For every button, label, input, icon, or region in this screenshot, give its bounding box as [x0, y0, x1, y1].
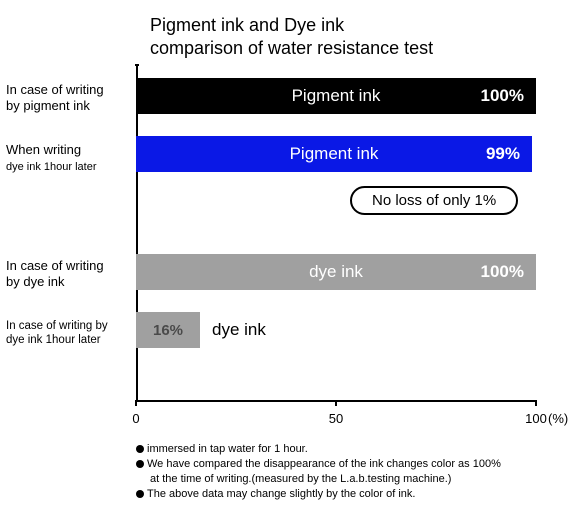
- bar-3-value: 16%: [153, 322, 183, 339]
- footnotes: immersed in tap water for 1 hour. We hav…: [136, 442, 501, 501]
- bar-2-value: 100%: [481, 262, 524, 282]
- plot-area: Pigment ink 100% Pigment ink 99% dye ink…: [136, 72, 536, 402]
- x-tick-50: [335, 400, 337, 406]
- bar-1-value: 99%: [486, 144, 520, 164]
- bar-0-label: Pigment ink: [292, 86, 381, 106]
- bar-1: Pigment ink 99%: [136, 136, 532, 172]
- x-label-0: 0: [132, 411, 139, 426]
- y-axis-tick: [135, 64, 139, 66]
- footnote-1: We have compared the disappearance of th…: [136, 457, 501, 472]
- bar-1-label: Pigment ink: [290, 144, 379, 164]
- bullet-icon: [136, 445, 144, 453]
- annotation-text: No loss of only 1%: [372, 192, 496, 209]
- footnote-1b: at the time of writing.(measured by the …: [136, 472, 501, 487]
- x-tick-100: [535, 400, 537, 406]
- chart-title: Pigment ink and Dye ink comparison of wa…: [150, 14, 433, 61]
- title-line2: comparison of water resistance test: [150, 37, 433, 60]
- bullet-icon: [136, 490, 144, 498]
- title-line1: Pigment ink and Dye ink: [150, 14, 433, 37]
- x-label-50: 50: [329, 411, 343, 426]
- x-unit: (%): [548, 411, 568, 426]
- row-label-3: In case of writing by dye ink 1hour late…: [6, 320, 132, 348]
- bullet-icon: [136, 460, 144, 468]
- bar-2: dye ink 100%: [136, 254, 536, 290]
- x-label-100: 100: [525, 411, 547, 426]
- bar-0: Pigment ink 100%: [136, 78, 536, 114]
- footnote-0: immersed in tap water for 1 hour.: [136, 442, 501, 457]
- row-label-1: When writing dye ink 1hour later: [6, 142, 132, 174]
- bar-2-label: dye ink: [309, 262, 363, 282]
- footnote-2: The above data may change slightly by th…: [136, 487, 501, 502]
- row-label-0: In case of writing by pigment ink: [6, 82, 132, 113]
- y-axis: [136, 66, 138, 400]
- bar-3-label: dye ink: [212, 320, 266, 340]
- annotation-pill: No loss of only 1%: [350, 186, 518, 215]
- bar-0-value: 100%: [481, 86, 524, 106]
- chart: In case of writing by pigment ink When w…: [0, 72, 583, 402]
- bar-3: 16%: [136, 312, 200, 348]
- row-label-2: In case of writing by dye ink: [6, 258, 132, 289]
- x-tick-0: [135, 400, 137, 406]
